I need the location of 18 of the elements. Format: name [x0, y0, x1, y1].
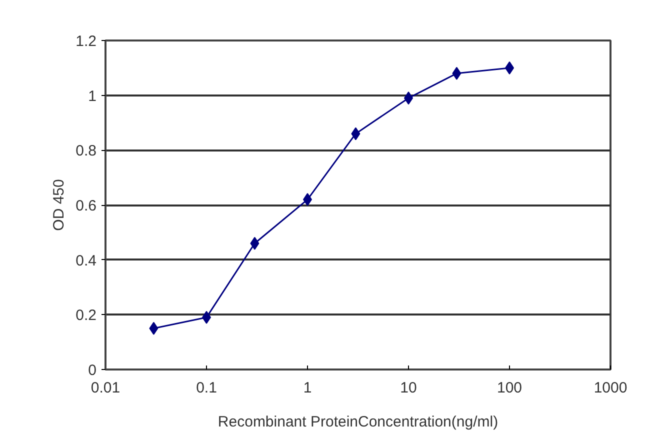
y-tick-label: 1 — [88, 88, 96, 105]
x-tick-label: 0.01 — [90, 380, 120, 396]
point — [351, 127, 360, 140]
y-axis-title: OD 450 — [50, 179, 68, 231]
y-tick-label: 0.2 — [76, 307, 97, 324]
y-tick-label: 0.8 — [76, 142, 97, 160]
y-tick-label: 0.6 — [76, 198, 97, 214]
y-tick-label: 0.4 — [76, 252, 97, 270]
x-axis-title: Recombinant ProteinConcentration(ng/ml) — [218, 414, 498, 430]
y-tick-label: 0 — [88, 362, 96, 379]
x-tick-label: 1 — [303, 380, 312, 396]
x-tick-label: 0.1 — [196, 380, 217, 396]
x-tick-label: 10 — [400, 380, 417, 396]
y-tick-label: 1.2 — [76, 33, 97, 50]
x-tick-label: 1000 — [594, 380, 628, 396]
point — [149, 322, 158, 335]
x-tick-label: 100 — [496, 380, 522, 396]
point — [250, 236, 260, 250]
